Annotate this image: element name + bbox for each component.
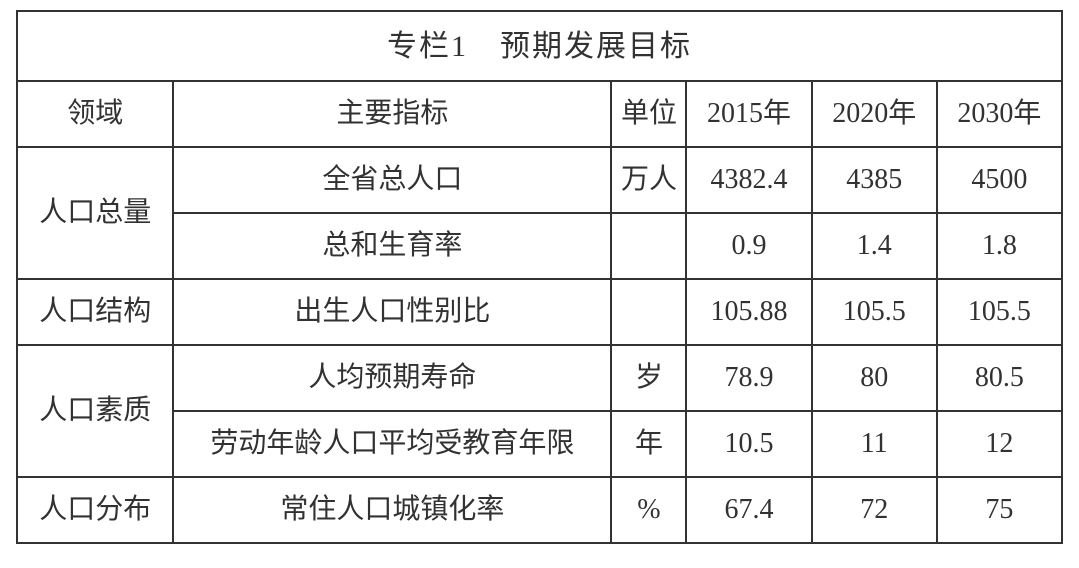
value-2015: 78.9 [686, 345, 811, 411]
table-row: 人口分布 常住人口城镇化率 % 67.4 72 75 [17, 477, 1062, 543]
table-row: 总和生育率 0.9 1.4 1.8 [17, 213, 1062, 279]
table-row: 人口结构 出生人口性别比 105.88 105.5 105.5 [17, 279, 1062, 345]
value-2015: 10.5 [686, 411, 811, 477]
value-2020: 4385 [812, 147, 937, 213]
value-2015: 105.88 [686, 279, 811, 345]
indicator-cell: 人均预期寿命 [173, 345, 611, 411]
col-2015: 2015年 [686, 81, 811, 147]
domain-cell: 人口分布 [17, 477, 173, 543]
unit-cell: 年 [611, 411, 686, 477]
domain-cell: 人口总量 [17, 147, 173, 279]
value-2020: 80 [812, 345, 937, 411]
col-indicator: 主要指标 [173, 81, 611, 147]
value-2030: 80.5 [937, 345, 1062, 411]
col-unit: 单位 [611, 81, 686, 147]
value-2030: 4500 [937, 147, 1062, 213]
unit-cell [611, 279, 686, 345]
indicator-cell: 出生人口性别比 [173, 279, 611, 345]
table-row: 劳动年龄人口平均受教育年限 年 10.5 11 12 [17, 411, 1062, 477]
domain-cell: 人口素质 [17, 345, 173, 477]
value-2030: 12 [937, 411, 1062, 477]
col-2020: 2020年 [812, 81, 937, 147]
indicator-cell: 劳动年龄人口平均受教育年限 [173, 411, 611, 477]
indicator-cell: 总和生育率 [173, 213, 611, 279]
value-2030: 105.5 [937, 279, 1062, 345]
unit-cell: % [611, 477, 686, 543]
value-2020: 1.4 [812, 213, 937, 279]
indicator-cell: 常住人口城镇化率 [173, 477, 611, 543]
indicator-cell: 全省总人口 [173, 147, 611, 213]
value-2020: 105.5 [812, 279, 937, 345]
value-2015: 4382.4 [686, 147, 811, 213]
table-row: 人口总量 全省总人口 万人 4382.4 4385 4500 [17, 147, 1062, 213]
unit-cell [611, 213, 686, 279]
domain-cell: 人口结构 [17, 279, 173, 345]
table-title: 专栏1 预期发展目标 [17, 11, 1062, 81]
unit-cell: 万人 [611, 147, 686, 213]
value-2020: 72 [812, 477, 937, 543]
header-row: 领域 主要指标 单位 2015年 2020年 2030年 [17, 81, 1062, 147]
title-row: 专栏1 预期发展目标 [17, 11, 1062, 81]
col-2030: 2030年 [937, 81, 1062, 147]
col-domain: 领域 [17, 81, 173, 147]
value-2015: 0.9 [686, 213, 811, 279]
value-2020: 11 [812, 411, 937, 477]
unit-cell: 岁 [611, 345, 686, 411]
value-2030: 1.8 [937, 213, 1062, 279]
table-row: 人口素质 人均预期寿命 岁 78.9 80 80.5 [17, 345, 1062, 411]
targets-table: 专栏1 预期发展目标 领域 主要指标 单位 2015年 2020年 2030年 … [16, 10, 1063, 544]
value-2030: 75 [937, 477, 1062, 543]
value-2015: 67.4 [686, 477, 811, 543]
